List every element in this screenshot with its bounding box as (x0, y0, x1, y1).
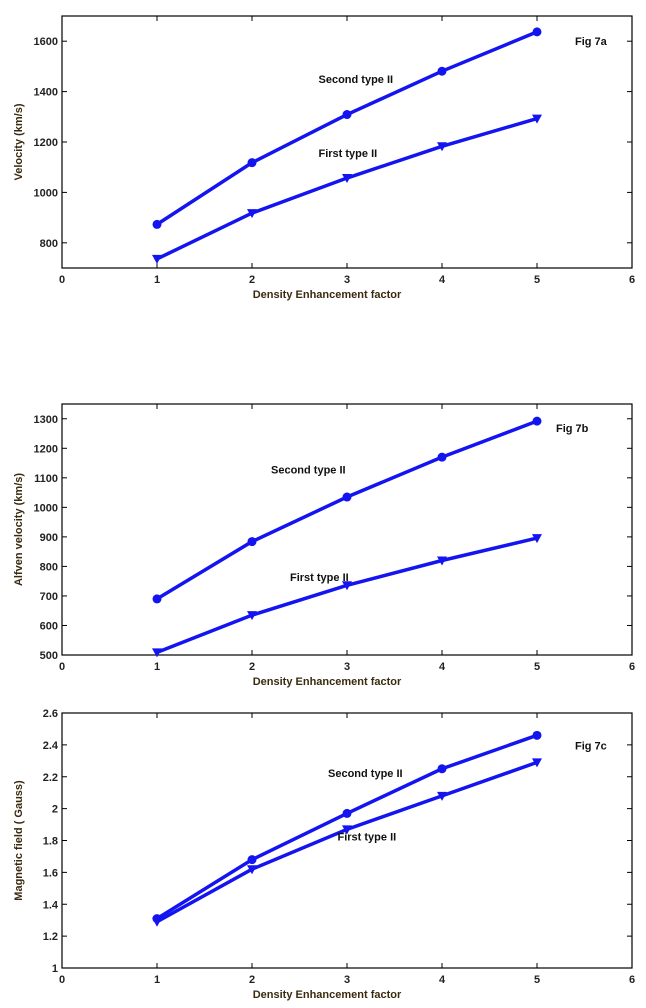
x-tick-label: 5 (534, 974, 540, 986)
y-tick-label: 600 (40, 620, 58, 632)
data-point-circle (532, 416, 542, 426)
data-point-circle (437, 764, 447, 774)
data-point-triangle (152, 254, 162, 264)
series-label-second-type-ii: Second type II (319, 74, 394, 86)
y-tick-label: 1.6 (43, 867, 58, 879)
y-tick-label: 1.8 (43, 836, 58, 848)
x-tick-label: 2 (249, 274, 255, 286)
x-tick-label: 4 (439, 274, 446, 286)
data-point-circle (342, 492, 352, 502)
data-point-triangle (247, 209, 257, 219)
data-point-circle (342, 110, 352, 120)
y-tick-label: 2 (52, 804, 58, 816)
x-tick-label: 6 (629, 661, 635, 673)
x-axis-label: Density Enhancement factor (253, 676, 402, 688)
data-point-circle (437, 452, 447, 462)
x-tick-label: 0 (59, 661, 65, 673)
series-label-first-type-ii: First type II (319, 148, 378, 160)
figure-annotation: Fig 7a (575, 36, 608, 48)
data-point-circle (247, 537, 257, 547)
y-axis-label: Magnetic field ( Gauss) (13, 780, 25, 901)
data-point-triangle (532, 114, 542, 124)
y-tick-label: 900 (40, 532, 58, 544)
data-point-circle (247, 158, 257, 168)
plot-frame (61, 15, 633, 269)
series-line-second-type-ii (156, 30, 538, 226)
series-label-first-type-ii: First type II (338, 832, 397, 844)
data-point-triangle (342, 174, 352, 184)
y-tick-label: 2.4 (43, 740, 59, 752)
y-axis-label: Alfven velocity (km/s) (13, 473, 25, 586)
y-tick-label: 1200 (34, 137, 58, 149)
series-line-first-type-ii (156, 536, 538, 654)
x-axis-label: Density Enhancement factor (253, 989, 402, 1001)
x-axis-label: Density Enhancement factor (253, 289, 402, 301)
figure-annotation: Fig 7c (575, 741, 607, 753)
data-point-triangle (437, 791, 447, 801)
data-point-circle (342, 808, 352, 818)
data-point-circle (152, 219, 162, 229)
data-point-circle (247, 855, 257, 865)
data-point-triangle (247, 865, 257, 875)
data-point-triangle (437, 142, 447, 152)
data-point-triangle (152, 917, 162, 927)
x-tick-label: 3 (344, 274, 350, 286)
x-tick-label: 5 (534, 661, 540, 673)
y-tick-label: 800 (40, 238, 58, 250)
series-label-second-type-ii: Second type II (271, 464, 346, 476)
y-tick-label: 1100 (34, 473, 58, 485)
x-tick-label: 0 (59, 274, 65, 286)
y-tick-label: 500 (40, 650, 58, 662)
x-tick-label: 5 (534, 274, 540, 286)
x-tick-label: 1 (154, 974, 160, 986)
x-tick-label: 1 (154, 274, 160, 286)
y-axis-label: Velocity (km/s) (13, 103, 25, 180)
x-tick-label: 6 (629, 974, 635, 986)
y-tick-label: 1200 (34, 443, 58, 455)
series-label-first-type-ii: First type II (290, 572, 349, 584)
data-point-triangle (532, 758, 542, 768)
y-tick-label: 2.6 (43, 708, 58, 720)
data-point-circle (532, 730, 542, 740)
x-tick-label: 4 (439, 974, 446, 986)
x-tick-label: 0 (59, 974, 65, 986)
y-tick-label: 1600 (34, 36, 58, 48)
x-tick-label: 1 (154, 661, 160, 673)
data-point-triangle (437, 556, 447, 566)
y-tick-label: 1 (52, 963, 58, 975)
data-point-triangle (152, 648, 162, 658)
chart-2: 0 1 2 3 4 5 6 500 600 700 800 900 1000 1100 1200 1300 De… (13, 403, 635, 688)
y-tick-label: 1.2 (43, 931, 58, 943)
y-tick-label: 2.2 (43, 772, 58, 784)
y-tick-label: 1000 (34, 502, 58, 514)
data-point-circle (437, 66, 447, 76)
y-tick-label: 800 (40, 561, 58, 573)
chart-1: 0 1 2 3 4 5 6 800 1000 1200 1400 1600 Density Enhanc… (13, 15, 635, 301)
series-label-second-type-ii: Second type II (328, 768, 403, 780)
x-tick-label: 2 (249, 661, 255, 673)
x-tick-label: 3 (344, 974, 350, 986)
y-tick-label: 1000 (34, 187, 58, 199)
figure-annotation: Fig 7b (556, 423, 589, 435)
data-point-circle (152, 594, 162, 604)
x-tick-label: 3 (344, 661, 350, 673)
y-tick-label: 1300 (34, 414, 58, 426)
y-tick-label: 700 (40, 591, 58, 603)
x-tick-label: 6 (629, 274, 635, 286)
x-tick-label: 2 (249, 974, 255, 986)
data-point-triangle (342, 581, 352, 591)
data-point-triangle (247, 611, 257, 621)
y-tick-label: 1.4 (43, 899, 59, 911)
x-tick-label: 4 (439, 661, 446, 673)
y-tick-label: 1400 (34, 87, 58, 99)
data-point-triangle (532, 534, 542, 544)
data-point-circle (532, 27, 542, 37)
plot-frame (61, 403, 633, 656)
data-point-triangle (342, 825, 352, 835)
